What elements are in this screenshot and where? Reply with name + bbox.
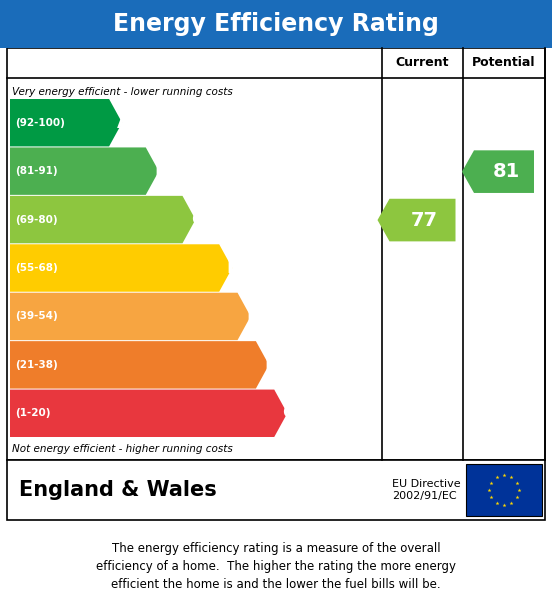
Text: C: C <box>191 211 204 229</box>
Bar <box>7 460 545 520</box>
Text: Potential: Potential <box>473 56 536 69</box>
Text: (92-100): (92-100) <box>15 118 65 128</box>
Text: (1-20): (1-20) <box>15 408 50 418</box>
Polygon shape <box>10 293 251 340</box>
Text: The energy efficiency rating is a measure of the overall
efficiency of a home.  : The energy efficiency rating is a measur… <box>96 542 456 591</box>
Text: Energy Efficiency Rating: Energy Efficiency Rating <box>113 12 439 36</box>
Text: Not energy efficient - higher running costs: Not energy efficient - higher running co… <box>12 444 233 454</box>
Text: EU Directive
2002/91/EC: EU Directive 2002/91/EC <box>392 479 460 501</box>
Bar <box>466 464 542 516</box>
Bar <box>0 0 552 48</box>
Text: (81-91): (81-91) <box>15 166 57 176</box>
Polygon shape <box>378 199 455 242</box>
Text: A: A <box>117 114 131 132</box>
Text: D: D <box>227 259 242 277</box>
Text: E: E <box>246 308 259 326</box>
Polygon shape <box>10 390 287 437</box>
Text: (69-80): (69-80) <box>15 215 57 224</box>
Text: (21-38): (21-38) <box>15 360 58 370</box>
Polygon shape <box>10 341 269 389</box>
Text: G: G <box>282 405 296 422</box>
Polygon shape <box>10 99 122 147</box>
Text: 81: 81 <box>492 162 519 181</box>
Text: B: B <box>154 162 168 180</box>
Polygon shape <box>10 196 195 243</box>
Polygon shape <box>10 245 232 292</box>
Text: England & Wales: England & Wales <box>19 480 217 500</box>
Text: (39-54): (39-54) <box>15 311 58 321</box>
Polygon shape <box>10 148 159 195</box>
Polygon shape <box>462 150 534 193</box>
Text: (55-68): (55-68) <box>15 263 58 273</box>
Text: F: F <box>265 356 277 374</box>
Text: 77: 77 <box>411 211 438 230</box>
Text: Current: Current <box>396 56 449 69</box>
Text: Very energy efficient - lower running costs: Very energy efficient - lower running co… <box>12 87 233 97</box>
Bar <box>7 48 545 460</box>
